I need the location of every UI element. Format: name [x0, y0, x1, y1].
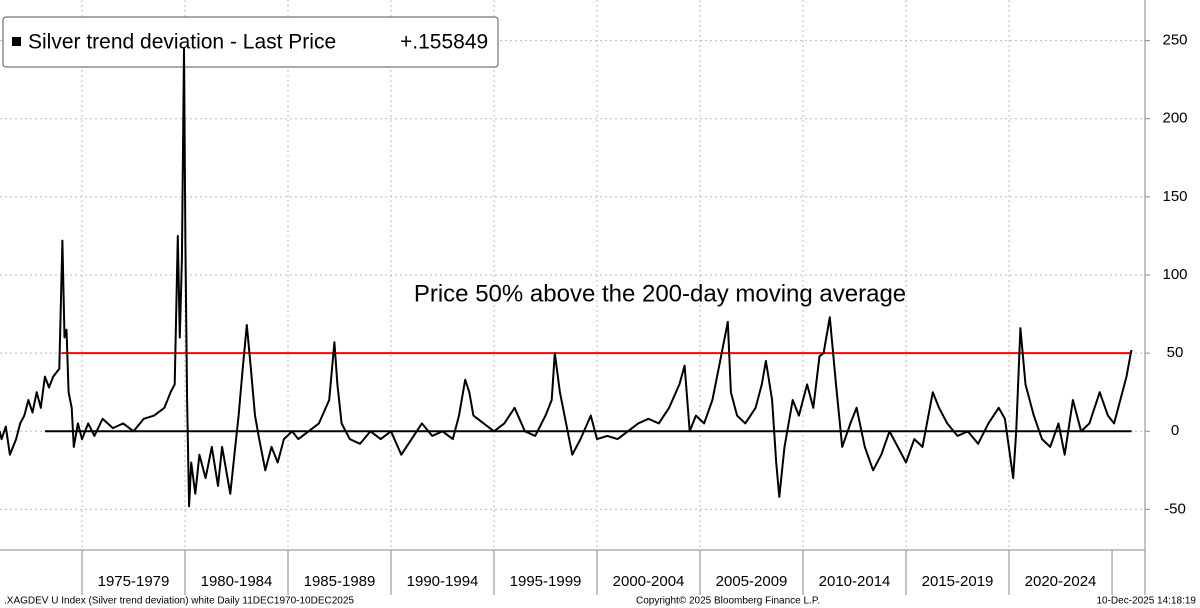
x-tick-label: 2000-2004 — [613, 573, 685, 590]
y-tick-label: -50 — [1164, 500, 1186, 517]
y-tick-label: 250 — [1162, 32, 1187, 49]
x-tick-label: 2020-2024 — [1025, 573, 1097, 590]
series-line — [0, 47, 1133, 508]
last-price: +.155849 — [400, 31, 488, 54]
y-tick-label: 150 — [1162, 188, 1187, 205]
x-tick-label: 1990-1994 — [407, 573, 479, 590]
x-tick-label: 2005-2009 — [716, 573, 788, 590]
x-tick-label: 1975-1979 — [98, 573, 170, 590]
x-tick-label: 1995-1999 — [510, 573, 582, 590]
legend-box — [2, 16, 499, 68]
y-tick-label: 200 — [1162, 110, 1187, 127]
legend-label: Silver trend deviation - Last Price — [28, 31, 336, 54]
x-tick-label: 1980-1984 — [201, 573, 273, 590]
x-tick-label: 2015-2019 — [922, 573, 994, 590]
footer-left: .XAGDEV U Index (Silver trend deviation)… — [4, 596, 354, 607]
annotation: Price 50% above the 200-day moving avera… — [414, 280, 906, 307]
footer-center: Copyright© 2025 Bloomberg Finance L.P. — [636, 596, 820, 607]
y-tick-label: 0 — [1171, 422, 1179, 439]
y-tick-label: 50 — [1167, 344, 1184, 361]
footer-right: 10-Dec-2025 14:18:19 — [1096, 596, 1196, 607]
y-tick-label: 100 — [1162, 266, 1187, 283]
x-tick-label: 2010-2014 — [819, 573, 891, 590]
x-tick-label: 1985-1989 — [304, 573, 376, 590]
legend-marker — [12, 37, 21, 46]
